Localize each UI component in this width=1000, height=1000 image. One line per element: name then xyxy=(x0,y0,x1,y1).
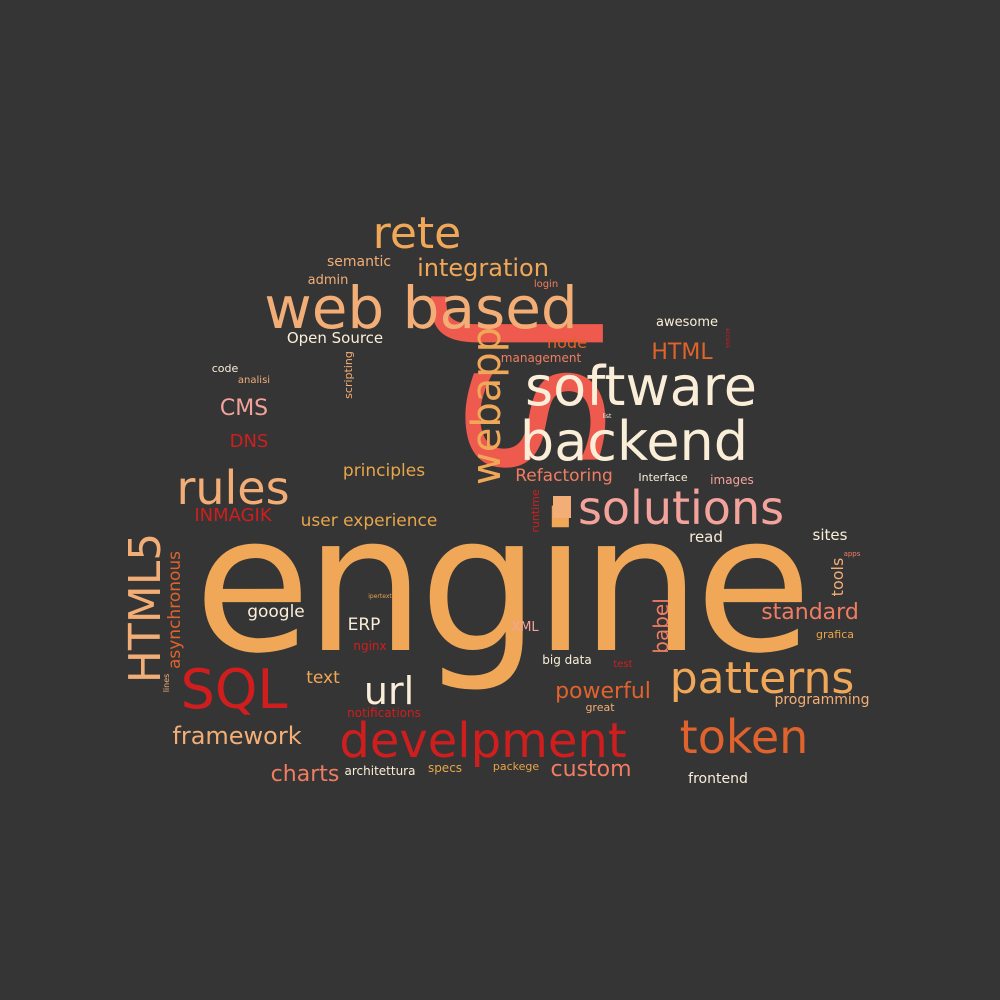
word-solutions: solutions xyxy=(578,481,784,535)
word-test: test xyxy=(613,659,632,670)
word-integration: integration xyxy=(417,254,549,282)
word-google: google xyxy=(247,602,305,622)
word-sites: sites xyxy=(813,526,848,544)
word-engine: engine xyxy=(194,474,806,695)
word-programming: programming xyxy=(774,692,869,708)
word-nginx: nginx xyxy=(353,639,386,653)
word-token: token xyxy=(680,710,809,764)
word-images: images xyxy=(710,473,754,487)
word-frontend: frontend xyxy=(688,771,748,787)
word-grafica: grafica xyxy=(816,628,854,641)
word-analisi: analisi xyxy=(238,375,270,386)
word-apps: apps xyxy=(844,550,861,558)
word-backend: backend xyxy=(520,410,748,473)
word-charts: charts xyxy=(271,762,340,787)
word-user-experience: user experience xyxy=(301,511,438,531)
word-sql: SQL xyxy=(181,658,288,721)
word-semantic: semantic xyxy=(327,254,391,270)
word-list: list xyxy=(603,413,612,420)
word-ipertext: ipertext xyxy=(368,593,392,600)
word-html5: HTML5 xyxy=(120,533,171,683)
word-erp: ERP xyxy=(348,615,381,635)
word-code: code xyxy=(212,362,239,375)
word-principles: principles xyxy=(343,461,425,481)
word-tools: tools xyxy=(828,558,847,597)
word-node: node xyxy=(547,333,587,352)
word-rete: rete xyxy=(373,208,462,259)
word-cms: CMS xyxy=(220,396,268,421)
word-webapp: webapp xyxy=(464,327,510,485)
word-dns: DNS xyxy=(230,431,269,452)
word-architettura: architettura xyxy=(345,764,416,778)
word-notifications: notifications xyxy=(347,706,421,720)
word-refactoring: Refactoring xyxy=(515,466,613,486)
word-custom: custom xyxy=(550,757,631,782)
word-inmagik: INMAGIK xyxy=(194,505,273,526)
word-management: management xyxy=(501,351,582,365)
word-specs: specs xyxy=(428,761,462,775)
word-develpment: develpment xyxy=(339,713,626,769)
word-lines: lines xyxy=(162,674,171,693)
word-awesome: awesome xyxy=(656,315,718,330)
word-framework: framework xyxy=(172,722,301,750)
word-rules: rules xyxy=(176,461,289,515)
word-access: access xyxy=(724,328,731,348)
word-babel: babel xyxy=(649,598,673,654)
word-great: great xyxy=(585,701,615,714)
word-powerful: powerful xyxy=(555,679,651,704)
word-runtime: runtime xyxy=(529,489,542,533)
word-html: HTML xyxy=(651,340,713,365)
word-web-based: web based xyxy=(264,274,577,342)
word-open-source: Open Source xyxy=(287,329,383,347)
word-scripting: scripting xyxy=(342,351,355,399)
word-patterns: patterns xyxy=(670,653,855,704)
word-login: login xyxy=(534,279,558,290)
word-packege: packege xyxy=(493,760,539,773)
word-interface: Interface xyxy=(638,471,687,484)
word-js: JS xyxy=(424,296,640,478)
word-url: url xyxy=(364,669,414,713)
word-standard: standard xyxy=(761,600,859,625)
word-text: text xyxy=(306,668,340,688)
word-asynchronous: asynchronous xyxy=(165,551,185,669)
word-admin: admin xyxy=(308,273,349,288)
word-read: read xyxy=(689,528,723,546)
word-xml: XML xyxy=(511,620,539,635)
word-software: software xyxy=(525,355,757,418)
square-bullet-icon xyxy=(553,496,571,518)
word-big-data: big data xyxy=(542,653,591,667)
